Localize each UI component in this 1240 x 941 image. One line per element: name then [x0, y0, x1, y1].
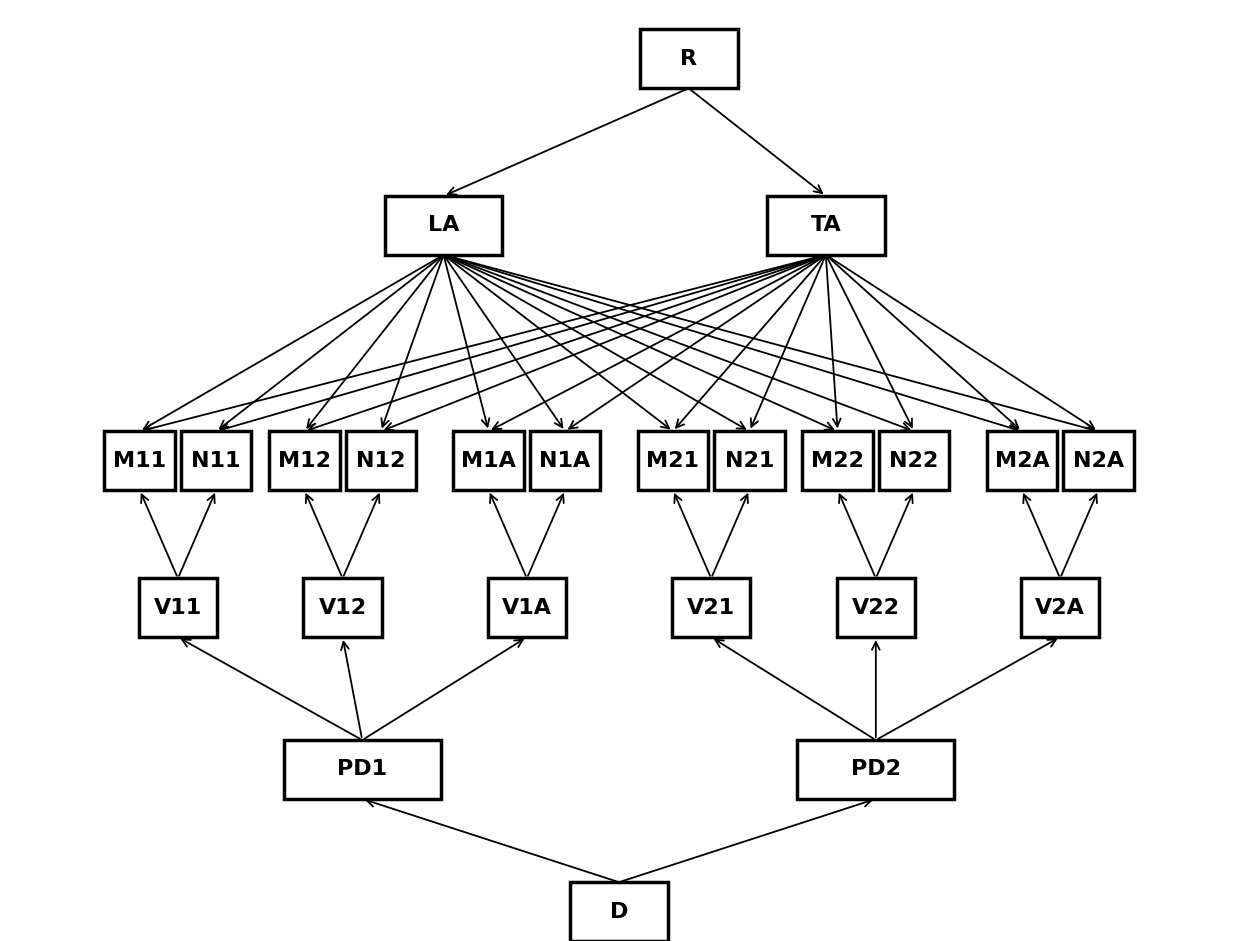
FancyBboxPatch shape	[304, 579, 382, 637]
Text: V22: V22	[852, 598, 900, 617]
FancyBboxPatch shape	[181, 431, 252, 490]
FancyBboxPatch shape	[284, 740, 440, 799]
FancyBboxPatch shape	[714, 431, 785, 490]
FancyBboxPatch shape	[637, 431, 708, 490]
FancyBboxPatch shape	[797, 740, 955, 799]
FancyBboxPatch shape	[672, 579, 750, 637]
Text: M11: M11	[113, 451, 166, 470]
FancyBboxPatch shape	[570, 883, 668, 941]
Text: M21: M21	[646, 451, 699, 470]
Text: V2A: V2A	[1035, 598, 1085, 617]
FancyBboxPatch shape	[104, 431, 175, 490]
FancyBboxPatch shape	[879, 431, 950, 490]
FancyBboxPatch shape	[269, 431, 340, 490]
Text: LA: LA	[428, 215, 459, 235]
FancyBboxPatch shape	[487, 579, 567, 637]
Text: N21: N21	[724, 451, 774, 470]
FancyBboxPatch shape	[802, 431, 873, 490]
FancyBboxPatch shape	[768, 196, 884, 255]
Text: V12: V12	[319, 598, 367, 617]
Text: M22: M22	[811, 451, 864, 470]
FancyBboxPatch shape	[1063, 431, 1133, 490]
Text: M2A: M2A	[994, 451, 1049, 470]
Text: M12: M12	[278, 451, 331, 470]
FancyBboxPatch shape	[987, 431, 1058, 490]
Text: N12: N12	[356, 451, 405, 470]
FancyBboxPatch shape	[139, 579, 217, 637]
FancyBboxPatch shape	[1021, 579, 1100, 637]
Text: R: R	[680, 49, 697, 69]
Text: TA: TA	[811, 215, 841, 235]
Text: N1A: N1A	[539, 451, 590, 470]
Text: M1A: M1A	[461, 451, 516, 470]
Text: N11: N11	[191, 451, 241, 470]
FancyBboxPatch shape	[346, 431, 417, 490]
Text: PD2: PD2	[851, 759, 900, 779]
FancyBboxPatch shape	[454, 431, 525, 490]
Text: V11: V11	[154, 598, 202, 617]
Text: V1A: V1A	[502, 598, 552, 617]
Text: N22: N22	[889, 451, 939, 470]
FancyBboxPatch shape	[529, 431, 600, 490]
Text: N2A: N2A	[1073, 451, 1123, 470]
FancyBboxPatch shape	[640, 29, 738, 88]
Text: V21: V21	[687, 598, 735, 617]
Text: PD1: PD1	[337, 759, 387, 779]
Text: D: D	[610, 901, 629, 921]
FancyBboxPatch shape	[837, 579, 915, 637]
FancyBboxPatch shape	[384, 196, 502, 255]
